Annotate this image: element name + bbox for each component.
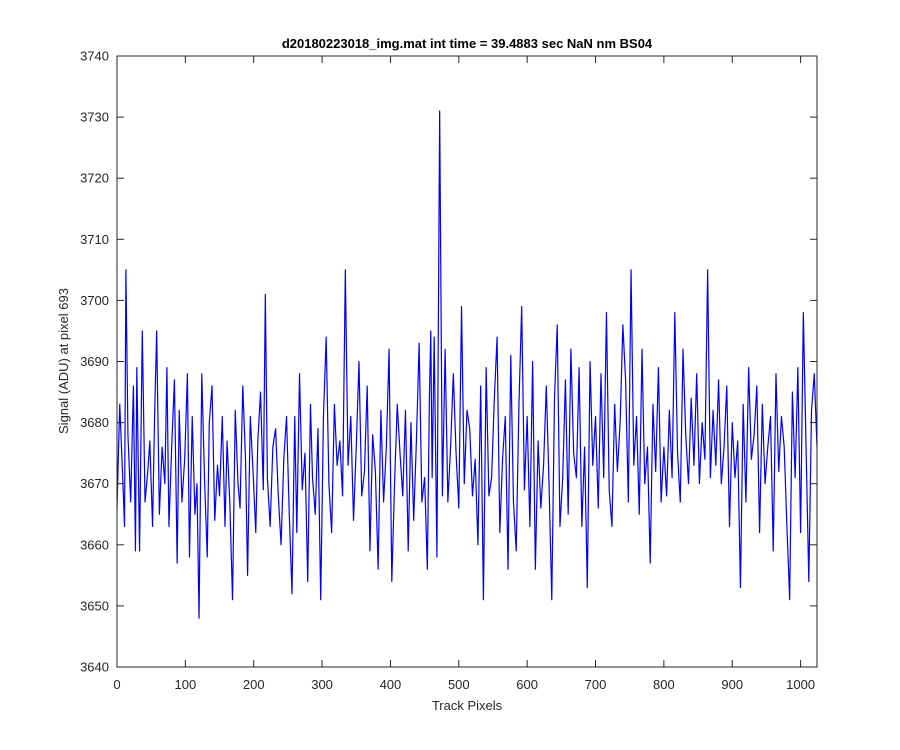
x-tick-label: 800 <box>653 677 675 692</box>
chart-title: d20180223018_img.mat int time = 39.4883 … <box>282 36 653 51</box>
y-tick-label: 3730 <box>80 110 109 125</box>
x-tick-label: 100 <box>175 677 197 692</box>
plot-area <box>117 56 817 667</box>
series-line-0 <box>116 110 818 619</box>
y-tick-label: 3740 <box>80 49 109 64</box>
x-tick-label: 700 <box>585 677 607 692</box>
x-tick-label: 600 <box>516 677 538 692</box>
x-tick-label: 200 <box>243 677 265 692</box>
y-tick-label: 3700 <box>80 293 109 308</box>
x-tick-label: 500 <box>448 677 470 692</box>
y-tick-label: 3670 <box>80 476 109 491</box>
y-tick-label: 3680 <box>80 415 109 430</box>
y-tick-label: 3660 <box>80 537 109 552</box>
y-axis-label: Signal (ADU) at pixel 693 <box>56 288 71 434</box>
x-tick-label: 900 <box>721 677 743 692</box>
x-tick-label: 300 <box>311 677 333 692</box>
y-tick-label: 3650 <box>80 598 109 613</box>
x-tick-label: 0 <box>113 677 120 692</box>
x-axis-label: Track Pixels <box>432 698 503 713</box>
y-tick-label: 3720 <box>80 171 109 186</box>
y-tick-label: 3710 <box>80 232 109 247</box>
x-tick-label: 400 <box>380 677 402 692</box>
x-tick-label: 1000 <box>786 677 815 692</box>
y-tick-label: 3640 <box>80 660 109 675</box>
y-tick-label: 3690 <box>80 354 109 369</box>
